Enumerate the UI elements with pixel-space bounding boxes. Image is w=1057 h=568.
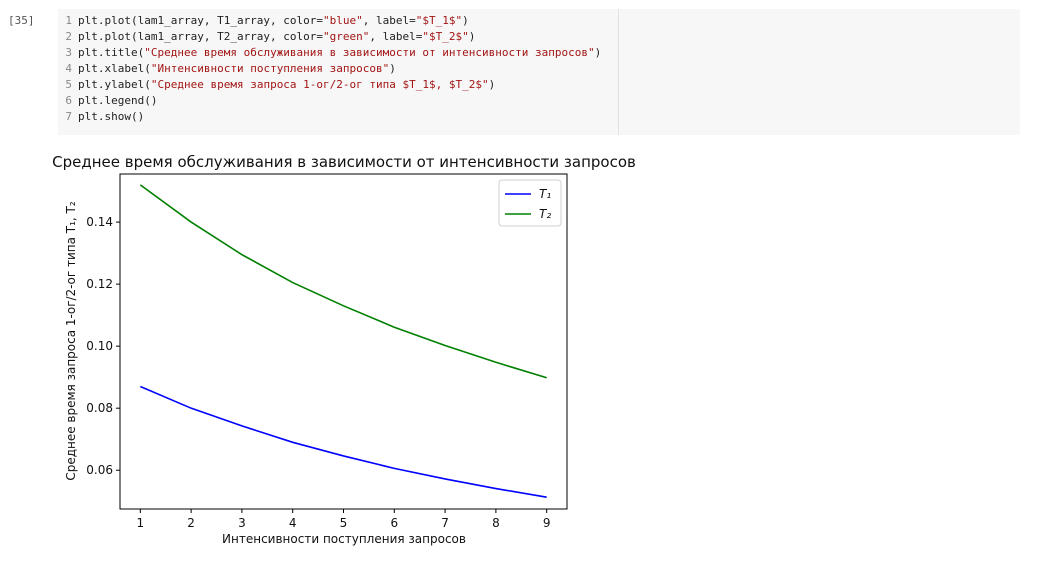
y-tick-label: 0.12 xyxy=(86,277,113,291)
y-tick-label: 0.06 xyxy=(86,463,113,477)
y-tick-label: 0.08 xyxy=(86,401,113,415)
code-line: 5 plt.ylabel("Среднее время запроса 1-ог/… xyxy=(58,77,601,93)
code-line: 3 plt.title("Среднее время обслуживания в… xyxy=(58,45,601,61)
cell-execution-count: [35] xyxy=(8,14,35,27)
code-string: "Интенсивности поступления запросов" xyxy=(150,62,390,75)
line-number: 6 xyxy=(65,94,72,107)
x-axis-label: Интенсивности поступления запросов xyxy=(222,532,466,546)
line-number: 4 xyxy=(65,62,72,75)
line-number: 3 xyxy=(65,46,72,59)
x-tick-label: 4 xyxy=(289,516,297,530)
legend-box xyxy=(498,179,562,227)
code-token: plt.plot(lam1_array, T2_array, color= xyxy=(78,30,324,43)
chart-title: Среднее время обслуживания в зависимости… xyxy=(52,153,636,171)
code-token: ) xyxy=(462,14,469,27)
x-tick-label: 5 xyxy=(340,516,348,530)
code-token: ) xyxy=(488,78,496,91)
y-tick-label: 0.14 xyxy=(86,215,113,229)
code-string: "$T_2$" xyxy=(422,30,469,43)
x-axis: 1 2 3 4 5 6 7 8 9 xyxy=(136,509,551,530)
legend: T₁ T₂ xyxy=(498,179,562,227)
series-lines xyxy=(139,184,547,499)
line-number: 7 xyxy=(65,110,72,123)
code-string: "Среднее время запроса 1-ог/2-ог типа $T… xyxy=(150,78,489,91)
code-token: plt.plot(lam1_array, T1_array, color= xyxy=(78,14,324,27)
code-line: 6 plt.legend() xyxy=(58,93,601,109)
legend-label: T₁ xyxy=(539,187,551,201)
code-string: "blue" xyxy=(323,14,363,27)
series-line-1 xyxy=(140,385,547,499)
code-string: "green" xyxy=(323,30,370,43)
x-tick-label: 6 xyxy=(390,516,398,530)
y-tick-label: 0.10 xyxy=(86,339,113,353)
x-tick-label: 1 xyxy=(136,516,144,530)
code-token: plt.xlabel( xyxy=(78,62,151,75)
x-tick-label: 8 xyxy=(492,516,500,530)
code-token: plt.legend() xyxy=(78,94,158,107)
line-number: 2 xyxy=(65,30,72,43)
code-lines: 1 plt.plot(lam1_array, T1_array, color="b… xyxy=(58,13,601,125)
x-tick-label: 9 xyxy=(543,516,551,530)
line-number: 1 xyxy=(65,14,72,27)
line-number: 5 xyxy=(65,78,72,91)
code-token: plt.show() xyxy=(78,110,145,123)
code-token: ) xyxy=(389,62,396,75)
code-token: plt.title( xyxy=(78,46,145,59)
code-line: 7 plt.show() xyxy=(58,109,601,125)
line-chart: Среднее время обслуживания в зависимости… xyxy=(52,153,636,546)
editor-divider xyxy=(618,9,619,135)
code-editor[interactable]: 1 plt.plot(lam1_array, T1_array, color="b… xyxy=(58,9,1020,135)
plot-area xyxy=(119,173,568,510)
code-line: 2 plt.plot(lam1_array, T2_array, color="g… xyxy=(58,29,601,45)
code-token: , label= xyxy=(362,14,416,27)
code-string: "Среднее время обслуживания в зависимост… xyxy=(144,46,595,59)
series-line-2 xyxy=(139,184,547,379)
code-line: 1 plt.plot(lam1_array, T1_array, color="b… xyxy=(58,13,601,29)
x-tick-label: 3 xyxy=(238,516,246,530)
code-token: ) xyxy=(594,46,602,59)
y-axis-label: Среднее время запроса 1-ог/2-ог типа T₁,… xyxy=(64,201,78,481)
legend-label: T₂ xyxy=(539,207,551,221)
code-string: "$T_1$" xyxy=(415,14,463,27)
code-token: ) xyxy=(468,30,476,43)
y-axis: 0.06 0.08 0.10 0.12 0.14 xyxy=(86,215,120,477)
x-tick-label: 7 xyxy=(441,516,449,530)
cell-output: Среднее время обслуживания в зависимости… xyxy=(0,140,1057,564)
code-token: plt.ylabel( xyxy=(78,78,151,91)
x-tick-label: 2 xyxy=(187,516,195,530)
code-token: , label= xyxy=(369,30,423,43)
code-line: 4 plt.xlabel("Интенсивности поступления з… xyxy=(58,61,601,77)
